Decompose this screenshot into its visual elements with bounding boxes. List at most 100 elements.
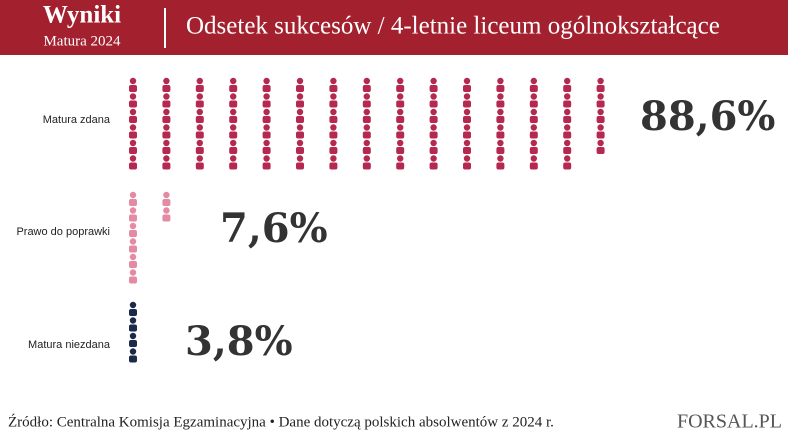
icon-head <box>230 155 237 162</box>
icon-head <box>330 124 337 131</box>
icon-body <box>429 131 438 139</box>
icon-head <box>196 108 203 116</box>
icon-head <box>230 139 237 147</box>
icon-head <box>163 108 170 116</box>
icon-body <box>296 116 304 123</box>
icon-head <box>597 77 604 85</box>
icon-body <box>129 261 137 268</box>
icon-group <box>129 191 171 284</box>
icon-body <box>329 100 338 108</box>
icon-head <box>430 124 437 131</box>
icon-body <box>162 131 171 139</box>
icon-head <box>163 207 170 214</box>
icon-body <box>496 162 505 170</box>
icon-head <box>163 93 170 100</box>
icon-head <box>330 139 337 147</box>
icon-body <box>496 116 505 123</box>
icon-body <box>296 147 304 154</box>
icon-body <box>529 147 538 154</box>
icon-body <box>162 214 171 222</box>
icon-head <box>330 108 337 116</box>
value-label: 3,8% <box>185 318 293 365</box>
icon-body <box>229 162 238 170</box>
icon-body <box>162 100 171 108</box>
icon-body <box>463 131 471 139</box>
icon-head <box>263 155 270 162</box>
icon-body <box>596 85 605 92</box>
icon-head <box>430 77 437 85</box>
icon-body <box>496 85 505 92</box>
icon-head <box>129 301 137 309</box>
icon-body <box>463 116 471 123</box>
icon-head <box>330 77 337 85</box>
icon-head <box>397 77 404 85</box>
value-label: 7,6% <box>220 205 328 252</box>
icon-body <box>496 100 505 108</box>
icon-head <box>263 124 270 131</box>
icon-body <box>296 162 304 170</box>
icon-body <box>162 199 171 206</box>
icon-head <box>129 191 137 199</box>
icon-body <box>129 276 137 284</box>
icon-head <box>129 222 137 230</box>
icon-body <box>529 100 538 108</box>
icon-head <box>129 207 137 214</box>
icon-head <box>397 93 404 100</box>
icon-body <box>195 162 204 170</box>
icon-body <box>429 100 438 108</box>
icon-head <box>497 155 504 162</box>
icon-head <box>497 108 504 116</box>
icon-body <box>162 162 171 170</box>
icon-head <box>196 93 203 100</box>
icon-body <box>329 162 338 170</box>
icon-body <box>396 162 405 170</box>
icon-body <box>229 131 238 139</box>
icon-head <box>163 155 170 162</box>
icon-body <box>229 100 238 108</box>
chart-title: Odsetek sukcesów / 4-letnie liceum ogóln… <box>186 13 720 40</box>
icon-head <box>363 93 370 100</box>
icon-head <box>397 108 404 116</box>
icon-head <box>530 77 537 85</box>
icon-body <box>329 147 338 154</box>
icon-body <box>195 147 204 154</box>
icon-head <box>530 124 537 131</box>
icon-body <box>463 100 471 108</box>
icon-head <box>129 317 137 324</box>
icon-body <box>396 116 405 123</box>
icon-body <box>329 131 338 139</box>
icon-head <box>296 124 304 131</box>
icon-head <box>497 77 504 85</box>
icon-body <box>129 340 137 347</box>
logo: FORSAL.PL <box>677 411 782 433</box>
icon-head <box>564 93 571 100</box>
icon-head <box>129 124 137 131</box>
icon-body <box>162 85 171 92</box>
icon-body <box>129 100 137 108</box>
value-label: 88,6% <box>640 93 775 140</box>
icon-head <box>463 124 471 131</box>
icon-body <box>129 85 137 92</box>
icon-head <box>296 108 304 116</box>
icon-body <box>195 116 204 123</box>
icon-body <box>129 131 137 139</box>
icon-head <box>129 139 137 147</box>
icon-head <box>363 139 370 147</box>
icon-head <box>463 93 471 100</box>
icon-body <box>529 116 538 123</box>
icon-head <box>129 348 137 355</box>
icon-body <box>262 147 271 154</box>
icon-body <box>563 147 572 154</box>
icon-body <box>162 147 171 154</box>
icon-head <box>263 139 270 147</box>
icon-body <box>429 162 438 170</box>
icon-head <box>129 93 137 100</box>
icon-head <box>597 108 604 116</box>
icon-body <box>563 116 572 123</box>
icon-head <box>497 139 504 147</box>
icon-head <box>564 77 571 85</box>
icon-body <box>129 199 137 206</box>
icon-body <box>496 147 505 154</box>
icon-head <box>597 139 604 147</box>
icon-head <box>129 253 137 261</box>
